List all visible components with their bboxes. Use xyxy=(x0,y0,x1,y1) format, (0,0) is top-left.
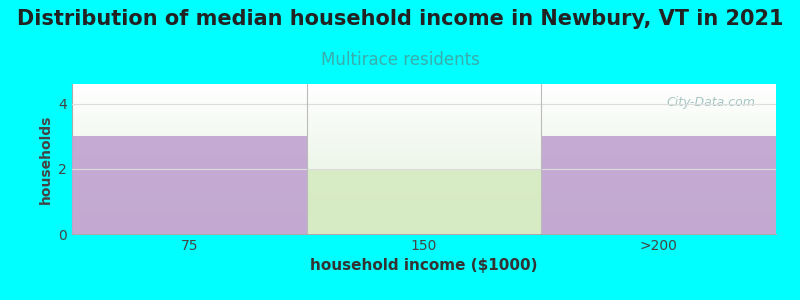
Bar xyxy=(306,169,542,234)
Bar xyxy=(542,136,776,234)
Text: Distribution of median household income in Newbury, VT in 2021: Distribution of median household income … xyxy=(17,9,783,29)
X-axis label: household income ($1000): household income ($1000) xyxy=(310,258,538,273)
Y-axis label: households: households xyxy=(39,114,53,204)
Text: Multirace residents: Multirace residents xyxy=(321,51,479,69)
Bar xyxy=(72,136,306,234)
Text: City-Data.com: City-Data.com xyxy=(666,96,755,109)
